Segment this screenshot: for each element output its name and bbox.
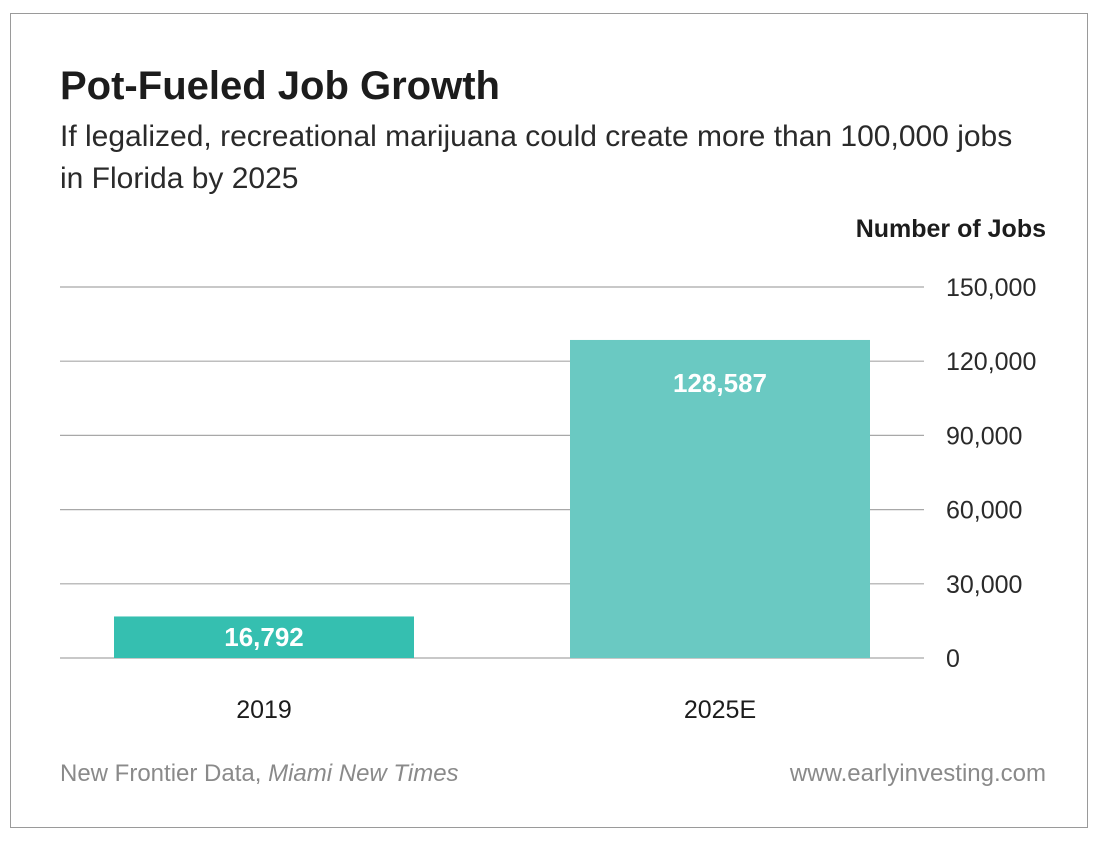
y-tick-label: 0 — [946, 645, 960, 673]
source-credit: New Frontier Data, Miami New Times — [60, 760, 459, 788]
y-axis-label: Number of Jobs — [856, 215, 1046, 243]
bar — [570, 339, 870, 658]
source-publication: Miami New Times — [268, 760, 459, 787]
y-tick-label: 30,000 — [946, 571, 1022, 599]
y-tick-label: 60,000 — [946, 497, 1022, 525]
chart-title: Pot-Fueled Job Growth — [60, 64, 500, 108]
y-tick-labels: 0 30,000 60,000 90,000 120,000 150,000 — [946, 274, 1036, 673]
bars: 16,792 128,587 — [114, 339, 870, 658]
source-main: New Frontier Data, — [60, 760, 269, 787]
website-credit: www.earlyinvesting.com — [789, 760, 1046, 787]
category-label: 2025E — [684, 696, 756, 724]
bar — [114, 616, 414, 658]
chart-frame — [10, 13, 1088, 828]
bar-value-label: 128,587 — [673, 368, 767, 398]
category-label: 2019 — [236, 696, 292, 724]
chart-subtitle: If legalized, recreational marijuana cou… — [60, 120, 1013, 195]
bar-value-label: 16,792 — [224, 622, 304, 652]
y-tick-label: 150,000 — [946, 274, 1036, 302]
y-tick-label: 120,000 — [946, 348, 1036, 376]
y-tick-label: 90,000 — [946, 422, 1022, 450]
category-labels: 2019 2025E — [236, 696, 756, 724]
